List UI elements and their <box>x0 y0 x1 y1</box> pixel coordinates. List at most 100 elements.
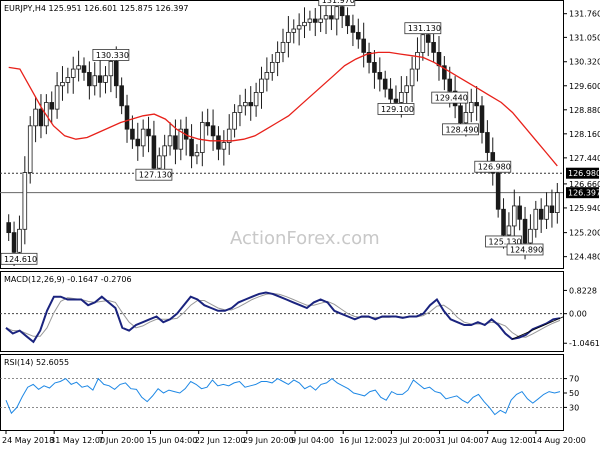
level-label-text: 129.440 <box>435 94 468 103</box>
rsi-tick-label: 30 <box>569 403 579 412</box>
candle <box>280 28 286 63</box>
candle <box>140 119 146 157</box>
level-label: 127.130 <box>135 168 173 181</box>
candle <box>345 7 350 35</box>
price-tag-label: 126.980 <box>568 169 600 178</box>
candle-body <box>506 225 512 236</box>
candle-body <box>463 112 469 124</box>
candle-body <box>323 15 329 20</box>
time-tick-label: 24 May 2018 <box>2 436 54 445</box>
candle-body <box>345 15 350 27</box>
candle-body <box>243 102 248 107</box>
candle-body <box>399 92 404 103</box>
candle <box>49 91 55 123</box>
candle <box>221 130 227 166</box>
candle-body <box>511 205 517 227</box>
candle <box>264 57 270 92</box>
time-tick-label: 7 Jun 20:00 <box>98 436 144 445</box>
candle-body <box>205 122 210 127</box>
level-label-text: 130.330 <box>96 51 129 60</box>
candle <box>6 214 11 241</box>
candle-body <box>538 208 544 220</box>
candle <box>329 6 334 31</box>
price-tick-label: 130.320 <box>569 58 600 67</box>
level-label: 129.100 <box>377 103 415 115</box>
macd-tick-label: 0.8228 <box>569 286 597 295</box>
candle <box>253 82 259 117</box>
candle <box>60 66 65 101</box>
rsi-panel-frame <box>0 354 564 431</box>
candle <box>248 86 254 121</box>
level-label-text: 124.890 <box>510 245 543 254</box>
candle-body <box>517 205 522 220</box>
candle <box>146 116 151 153</box>
candle-body <box>442 65 447 80</box>
candle-body <box>135 138 141 147</box>
time-tick-label: 7 Aug 12:00 <box>484 436 533 445</box>
candle <box>237 94 243 127</box>
candle-body <box>356 31 361 40</box>
candle <box>269 54 275 81</box>
candle-body <box>479 105 485 133</box>
candle <box>275 41 280 77</box>
candle <box>226 114 232 155</box>
candle <box>318 5 323 33</box>
candle-body <box>173 135 178 150</box>
level-label-box <box>442 123 479 136</box>
candle-body <box>334 6 340 20</box>
level-label-text: 128.490 <box>445 125 478 134</box>
candle-body <box>221 142 227 150</box>
candle <box>194 144 200 165</box>
candle <box>70 56 76 94</box>
candle <box>296 13 302 46</box>
candle <box>259 66 264 109</box>
candle <box>189 124 194 169</box>
candle-body <box>226 128 232 143</box>
level-label-box <box>92 49 130 61</box>
candle-body <box>130 128 135 140</box>
moving-average-line <box>8 51 558 167</box>
candle-body <box>11 232 17 253</box>
candle-body <box>555 192 560 213</box>
candle-body <box>302 21 307 27</box>
time-tick-label: 14 Aug 20:00 <box>532 436 586 445</box>
time-tick-label: 16 Jul 12:00 <box>339 436 387 445</box>
level-label: 129.440 <box>431 91 469 104</box>
axis-layer: 131.760 131.050 130.320 129.600 128.880 128.1… <box>2 10 600 445</box>
macd-layer <box>0 291 565 344</box>
rsi-layer <box>0 377 563 416</box>
candle-body <box>232 112 237 130</box>
time-tick-label: 31 May 12:00 <box>50 436 105 445</box>
level-label: 130.330 <box>92 49 130 61</box>
candle-body <box>528 228 533 244</box>
candle-body <box>409 68 415 87</box>
candle <box>356 18 361 49</box>
watermark: ActionForex.com <box>230 228 380 249</box>
candle-body <box>97 75 103 83</box>
level-label-text: 124.610 <box>4 255 37 264</box>
candle-body <box>420 34 426 53</box>
price-tag-label: 126.397 <box>568 189 600 198</box>
candle <box>81 57 87 81</box>
candle-body <box>415 51 420 70</box>
level-label: 126.980 <box>474 160 512 173</box>
candle <box>291 19 297 44</box>
candle <box>38 94 44 139</box>
level-label-text: 126.980 <box>478 163 511 172</box>
candle <box>312 8 318 37</box>
candle-body <box>280 41 286 53</box>
candle-body <box>27 125 33 173</box>
candle <box>415 37 420 82</box>
candle <box>533 200 539 238</box>
level-label-box <box>0 252 38 265</box>
candle-body <box>140 128 146 147</box>
candle-body <box>425 34 431 43</box>
candle <box>243 88 248 116</box>
candle-body <box>329 15 334 20</box>
time-tick-label: 29 Jun 20:00 <box>243 436 294 445</box>
level-label-text: 127.130 <box>139 171 172 180</box>
candle-body <box>533 208 539 230</box>
candle <box>409 56 415 103</box>
candle <box>555 182 560 224</box>
